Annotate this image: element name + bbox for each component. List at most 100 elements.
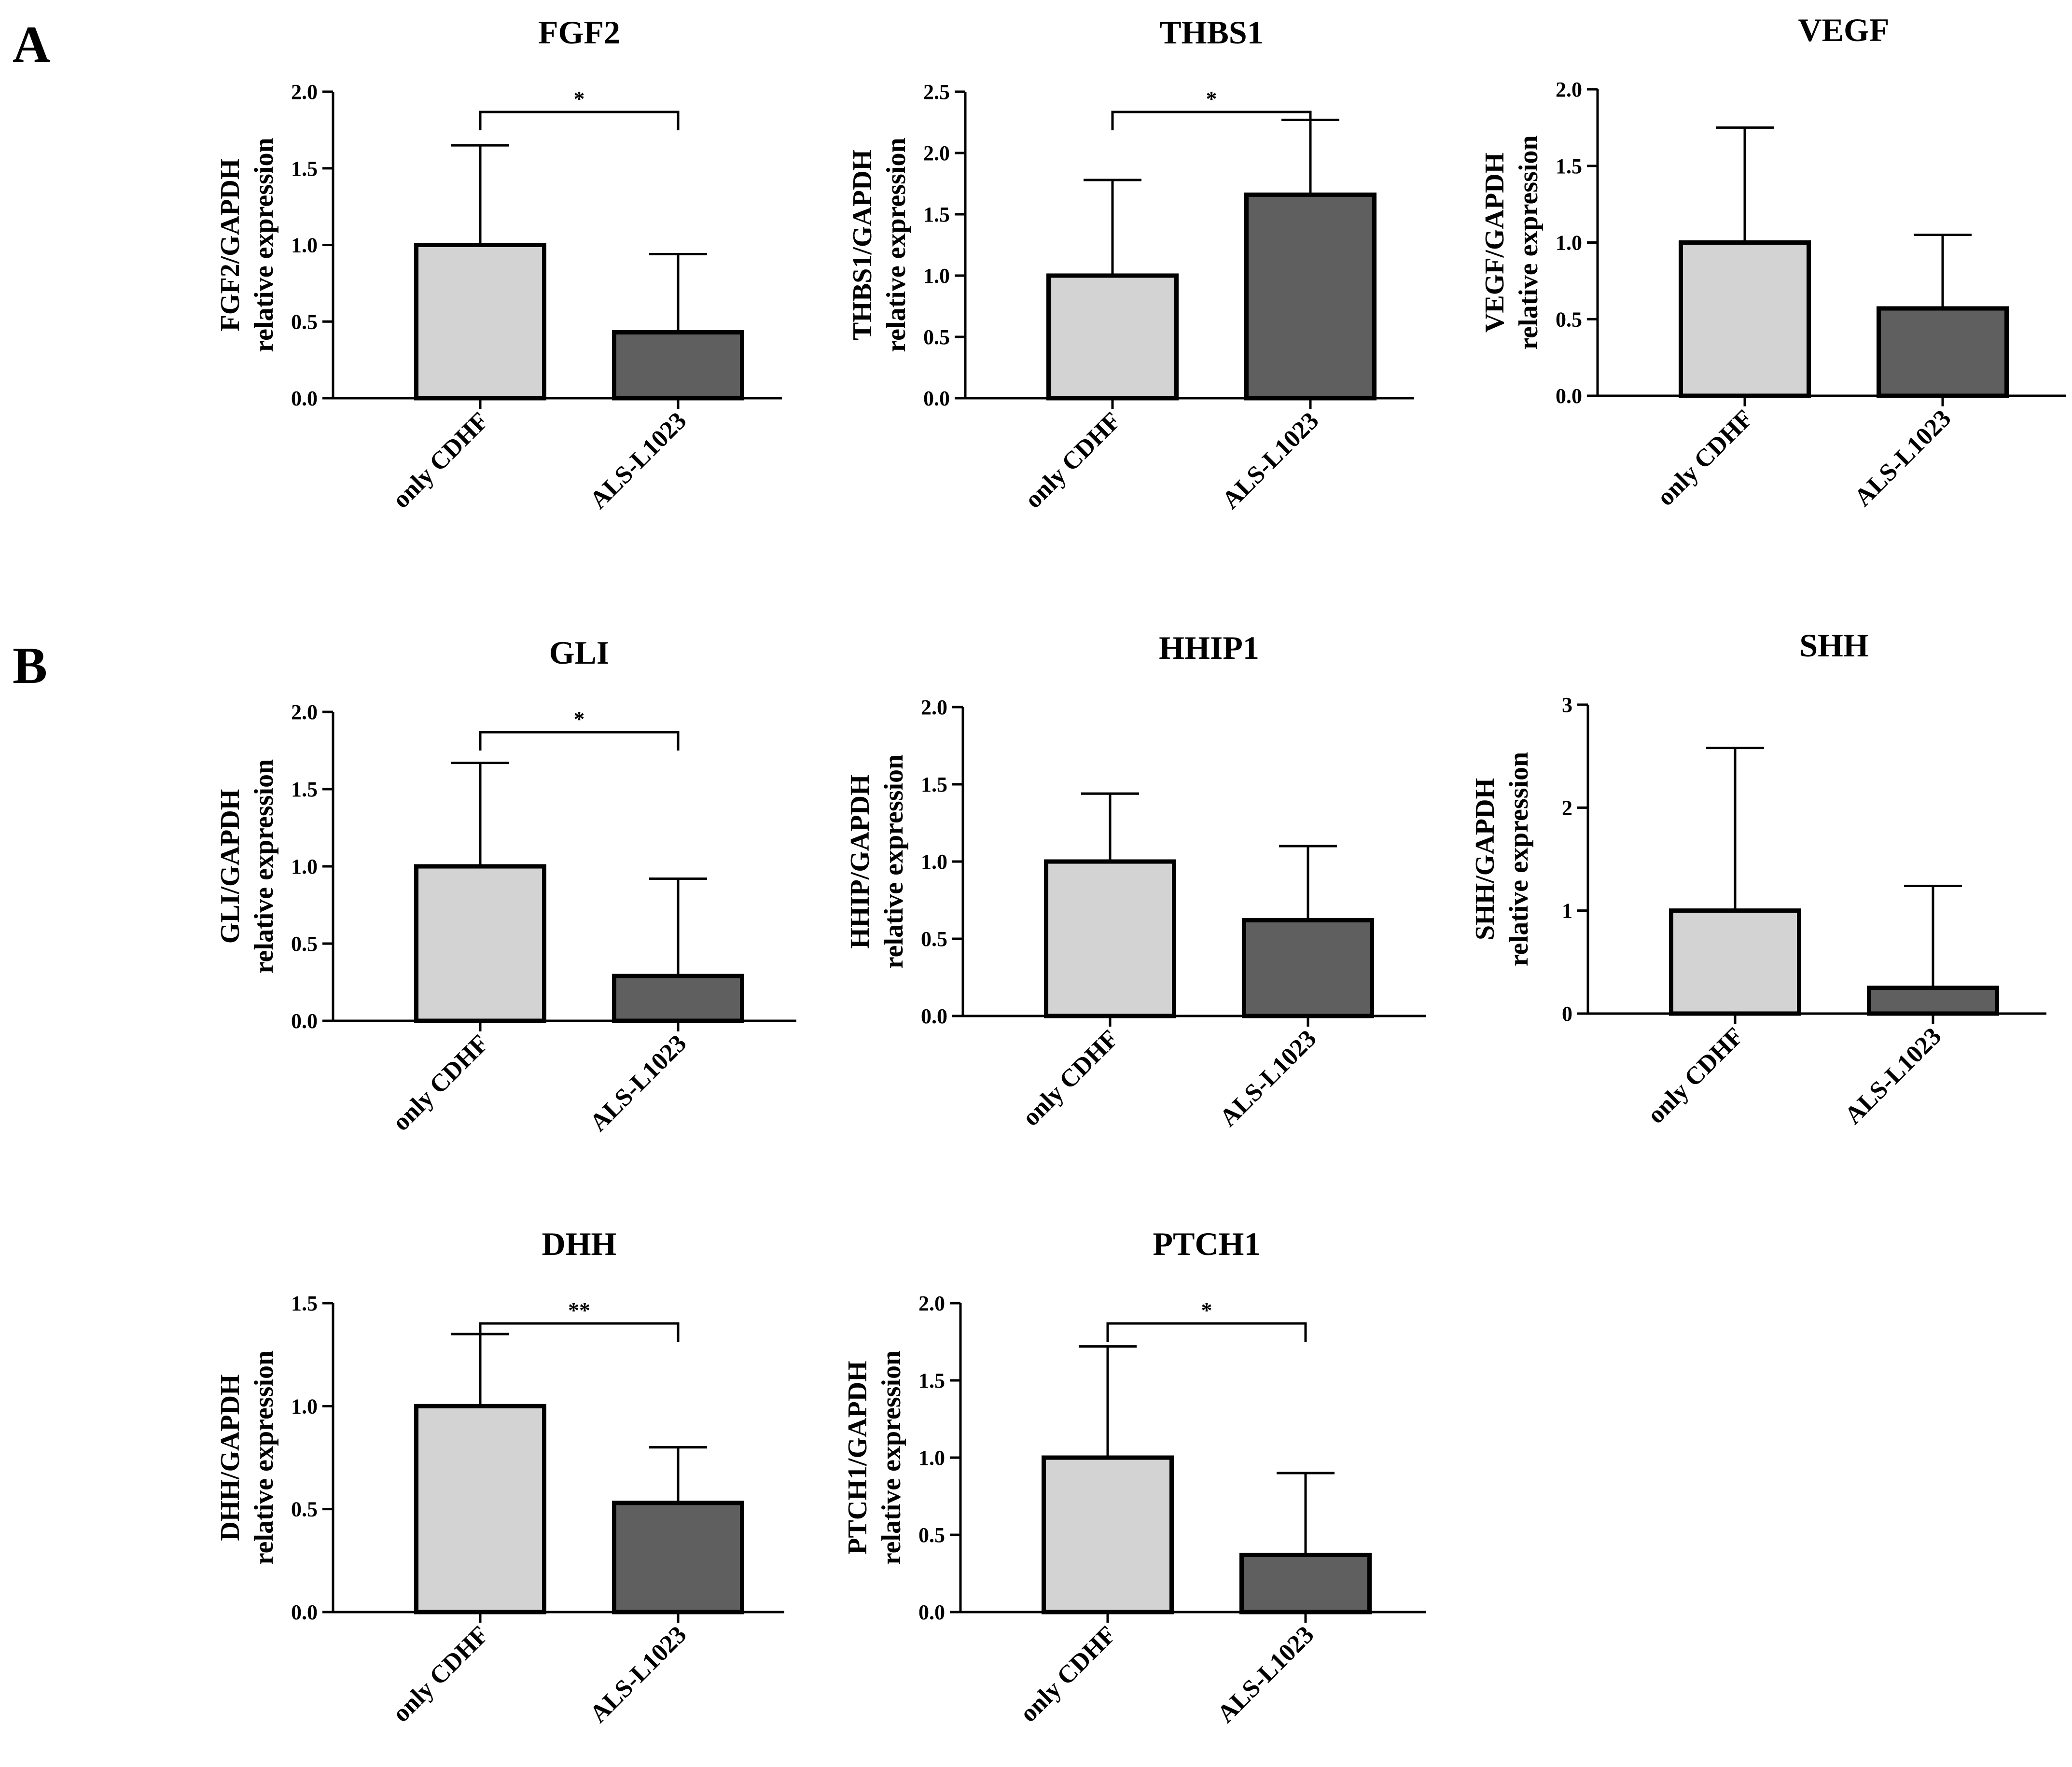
chart-title-vegf: VEGF: [1798, 12, 1890, 48]
y-tick-label-vegf: 1.0: [1556, 231, 1582, 255]
error-bar-dhh-only-cdhf: [451, 1333, 509, 1406]
chart-dhh: DHH DHH/GAPDH relative expression 0.0 0.5 1.0…: [215, 1225, 784, 1728]
y-tick-label-ptch1: 2.0: [918, 1292, 945, 1315]
y-axis-sublabel-vegf: relative expression: [1514, 135, 1544, 349]
panel-label-a: A: [13, 16, 50, 73]
y-tick-label-gli: 1.5: [291, 778, 318, 801]
significance-marker-dhh: **: [568, 1298, 590, 1322]
significance-bracket-fgf2: [479, 111, 680, 130]
category-label-ptch1-only-cdhf: only CDHF: [1015, 1621, 1121, 1727]
y-axis-label-thbs1: THBS1/GAPDH: [848, 150, 877, 340]
category-label-shh-als-l1023: ALS-L1023: [1839, 1022, 1947, 1129]
category-label-ptch1-als-l1023: ALS-L1023: [1212, 1621, 1319, 1728]
bar-vegf-only-cdhf: [1679, 240, 1811, 398]
y-tick-label-vegf: 2.0: [1556, 78, 1582, 101]
y-tick-label-ptch1: 0.0: [918, 1600, 945, 1624]
bar-shh-als-l1023: [1867, 986, 1999, 1016]
y-axis-sublabel-ptch1: relative expression: [876, 1350, 906, 1565]
error-bar-vegf-als-l1023: [1914, 234, 1972, 309]
category-label-gli-only-cdhf: only CDHF: [387, 1030, 494, 1136]
chart-title-fgf2: FGF2: [538, 14, 620, 51]
chart-shh: SHH SHH/GAPDH relative expression 0 1 2 3 only …: [1470, 627, 2046, 1129]
significance-marker-thbs1: *: [1206, 86, 1217, 111]
significance-marker-gli: *: [574, 707, 585, 731]
error-bar-vegf-only-cdhf: [1716, 126, 1774, 243]
error-bar-hhip1-only-cdhf: [1081, 792, 1139, 862]
y-axis-sublabel-fgf2: relative expression: [249, 138, 279, 352]
bar-dhh-als-l1023: [612, 1501, 744, 1614]
y-tick-label-dhh: 0.0: [291, 1600, 318, 1624]
error-bar-gli-als-l1023: [649, 877, 707, 976]
y-tick-label-fgf2: 2.0: [291, 80, 318, 104]
category-label-vegf-als-l1023: ALS-L1023: [1849, 404, 1956, 512]
category-label-dhh-als-l1023: ALS-L1023: [584, 1621, 692, 1728]
y-tick-label-gli: 2.0: [291, 700, 318, 724]
bar-dhh-only-cdhf: [414, 1404, 546, 1614]
category-label-dhh-only-cdhf: only CDHF: [387, 1621, 494, 1727]
y-tick-label-thbs1: 1.5: [923, 203, 950, 226]
y-tick-label-ptch1: 1.0: [918, 1446, 945, 1470]
y-tick-label-shh: 2: [1562, 796, 1572, 820]
y-tick-label-thbs1: 0.0: [923, 387, 950, 410]
y-tick-label-vegf: 0.0: [1556, 384, 1582, 408]
y-tick-label-fgf2: 1.0: [291, 234, 318, 257]
y-tick-label-ptch1: 0.5: [918, 1523, 945, 1547]
chart-thbs1: THBS1 THBS1/GAPDH relative expression 0.0 0.…: [848, 14, 1414, 514]
y-tick-label-fgf2: 0.5: [291, 310, 318, 334]
bar-hhip1-only-cdhf: [1044, 859, 1176, 1018]
significance-bracket-dhh: [479, 1322, 680, 1342]
y-axis-sublabel-hhip1: relative expression: [879, 754, 909, 969]
error-bar-shh-only-cdhf: [1706, 747, 1764, 911]
significance-marker-fgf2: *: [574, 86, 585, 111]
chart-fgf2: FGF2 FGF2/GAPDH relative expression 0.0 0.5 1…: [215, 14, 782, 514]
y-tick-label-vegf: 1.5: [1556, 154, 1582, 178]
chart-title-gli: GLI: [549, 634, 610, 671]
y-tick-label-vegf: 0.5: [1556, 307, 1582, 331]
y-axis-sublabel-dhh: relative expression: [249, 1350, 279, 1565]
error-bar-ptch1-only-cdhf: [1079, 1345, 1137, 1458]
y-tick-label-gli: 0.0: [291, 1009, 318, 1033]
y-tick-label-dhh: 1.5: [291, 1292, 318, 1315]
y-tick-label-fgf2: 1.5: [291, 157, 318, 181]
bar-fgf2-als-l1023: [612, 330, 744, 401]
y-tick-label-hhip1: 1.5: [921, 773, 947, 796]
y-tick-label-hhip1: 1.0: [921, 850, 947, 874]
error-bar-gli-only-cdhf: [451, 762, 509, 866]
y-tick-label-shh: 1: [1562, 899, 1572, 923]
y-tick-label-ptch1: 1.5: [918, 1369, 945, 1392]
panel-label-b: B: [13, 637, 47, 695]
y-tick-label-shh: 0: [1562, 1002, 1572, 1026]
y-tick-label-fgf2: 0.0: [291, 387, 318, 410]
y-axis-label-vegf: VEGF/GAPDH: [1480, 153, 1510, 333]
y-tick-label-hhip1: 2.0: [921, 696, 947, 719]
chart-ptch1: PTCH1 PTCH1/GAPDH relative expression 0.0 0.…: [843, 1225, 1426, 1728]
y-tick-label-shh: 3: [1562, 693, 1572, 717]
error-bar-dhh-als-l1023: [649, 1446, 707, 1503]
y-axis-sublabel-thbs1: relative expression: [881, 138, 911, 352]
error-bar-fgf2-als-l1023: [649, 253, 707, 333]
significance-bracket-gli: [479, 731, 680, 751]
significance-marker-ptch1: *: [1201, 1298, 1212, 1322]
y-axis-label-ptch1: PTCH1/GAPDH: [843, 1361, 873, 1554]
bar-ptch1-als-l1023: [1239, 1553, 1372, 1614]
bar-ptch1-only-cdhf: [1042, 1455, 1174, 1614]
y-tick-label-dhh: 1.0: [291, 1394, 318, 1418]
y-axis-label-gli: GLI/GAPDH: [215, 789, 245, 944]
bar-vegf-als-l1023: [1877, 306, 2009, 398]
error-bar-hhip1-als-l1023: [1279, 845, 1337, 920]
error-bar-ptch1-als-l1023: [1277, 1472, 1335, 1555]
y-axis-sublabel-shh: relative expression: [1504, 752, 1534, 966]
chart-vegf: VEGF VEGF/GAPDH relative expression 0.0 0.5 1…: [1480, 12, 2066, 512]
category-label-gli-als-l1023: ALS-L1023: [584, 1030, 692, 1137]
bar-fgf2-only-cdhf: [414, 243, 546, 401]
bar-thbs1-only-cdhf: [1046, 273, 1179, 401]
error-bar-fgf2-only-cdhf: [451, 144, 509, 245]
bar-gli-only-cdhf: [414, 864, 546, 1023]
y-tick-label-thbs1: 2.5: [923, 80, 950, 104]
chart-gli: GLI GLI/GAPDH relative expression 0.0 0.5 1.0…: [215, 634, 796, 1137]
y-axis-label-dhh: DHH/GAPDH: [215, 1374, 245, 1541]
category-label-hhip1-als-l1023: ALS-L1023: [1214, 1025, 1321, 1132]
y-tick-label-gli: 0.5: [291, 932, 318, 956]
